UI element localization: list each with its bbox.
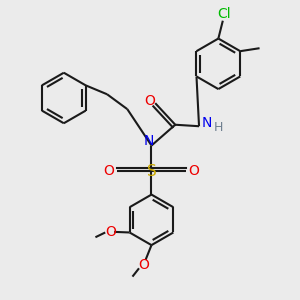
Text: O: O [138,258,149,272]
Text: O: O [144,94,155,108]
Text: H: H [214,121,223,134]
Text: O: O [103,164,114,178]
Text: Cl: Cl [218,7,231,21]
Text: O: O [106,225,117,239]
Text: N: N [201,116,212,130]
Text: N: N [144,134,154,148]
Text: S: S [147,164,156,179]
Text: O: O [189,164,200,178]
